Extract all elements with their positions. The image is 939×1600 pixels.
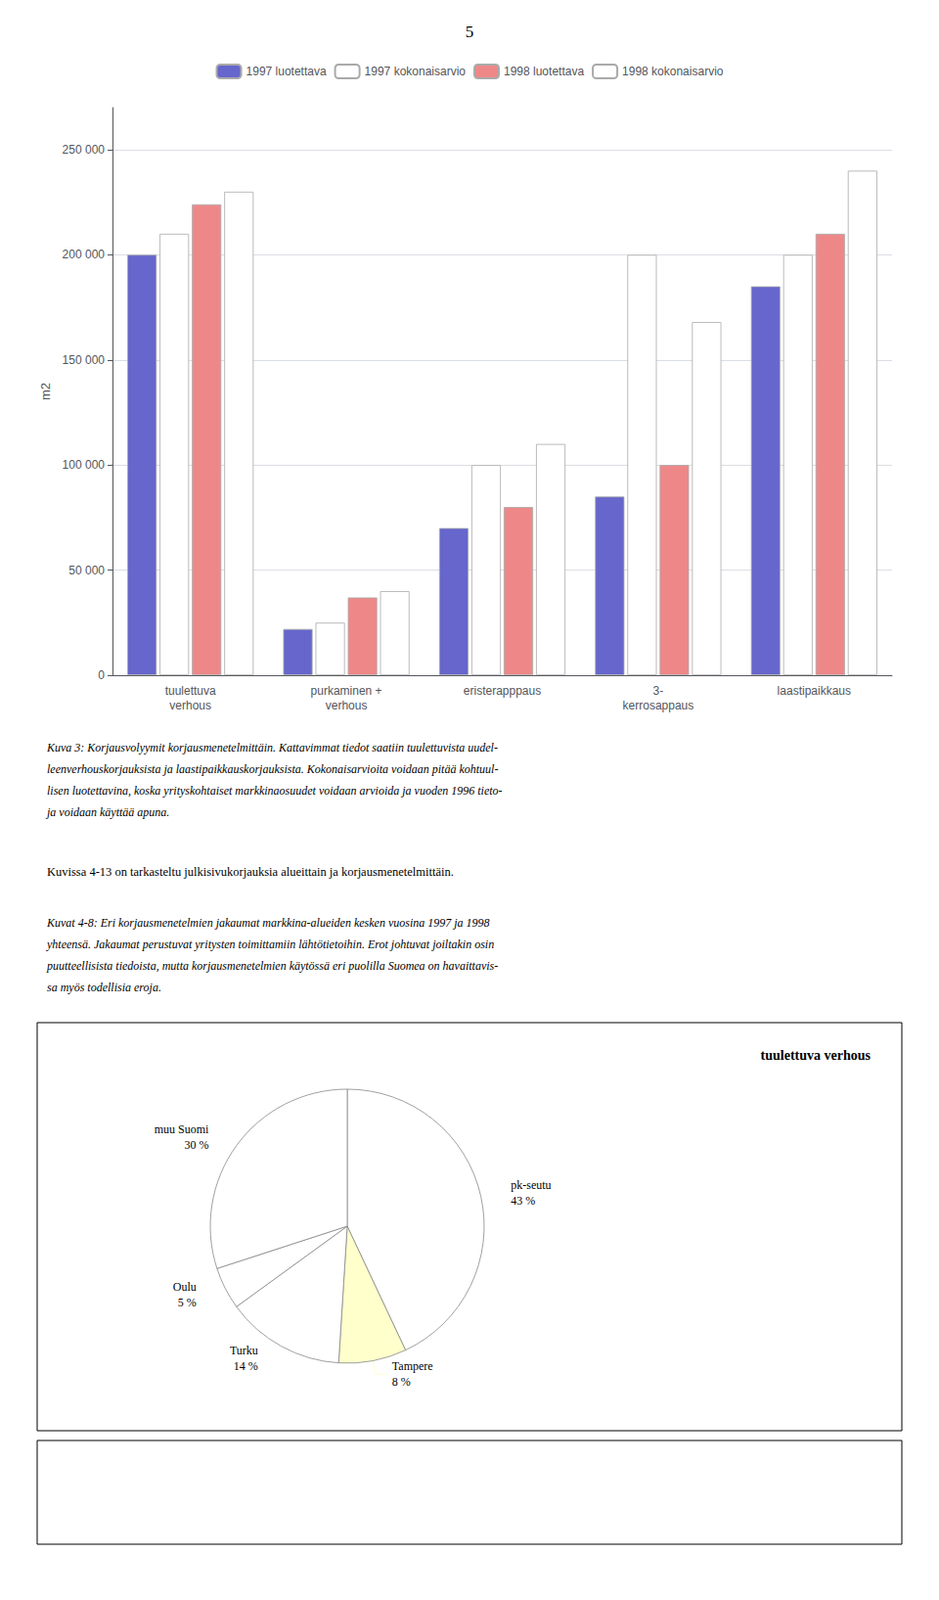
svg-text:1997 kokonaisarvio: 1997 kokonaisarvio — [364, 64, 467, 79]
svg-text:0: 0 — [97, 668, 105, 682]
svg-text:kerrosappaus: kerrosappaus — [623, 698, 695, 713]
svg-text:muu Suomi: muu Suomi — [154, 1121, 210, 1136]
svg-text:1997 luotettava: 1997 luotettava — [246, 64, 327, 79]
svg-text:verhous: verhous — [169, 698, 212, 713]
svg-text:5: 5 — [465, 22, 475, 42]
svg-text:3-: 3- — [653, 683, 665, 698]
svg-text:lisen luotettavina, koska yrit: lisen luotettavina, koska yrityskohtaise… — [46, 783, 503, 798]
svg-text:verhous: verhous — [325, 698, 368, 713]
svg-text:Kuva 3: Korjausvolyymit korjau: Kuva 3: Korjausvolyymit korjausmenetelmi… — [45, 740, 498, 755]
svg-text:tuulettuva: tuulettuva — [165, 683, 217, 698]
svg-text:purkaminen +: purkaminen + — [311, 683, 383, 698]
svg-text:puutteellisista tiedoista, mut: puutteellisista tiedoista, mutta korjaus… — [45, 958, 498, 973]
svg-text:200 000: 200 000 — [62, 247, 106, 262]
svg-text:leenverhouskorjauksista ja laa: leenverhouskorjauksista ja laastipaikkau… — [46, 761, 498, 776]
svg-text:43 %: 43 % — [510, 1193, 536, 1208]
svg-text:yhteensä. Jakaumat perustuvat: yhteensä. Jakaumat perustuvat yritysten … — [45, 937, 494, 951]
svg-text:8 %: 8 % — [392, 1374, 411, 1388]
svg-text:30 %: 30 % — [183, 1137, 209, 1152]
svg-text:sa myös todellisia eroja.: sa myös todellisia eroja. — [46, 980, 162, 994]
svg-text:14 %: 14 % — [233, 1358, 259, 1373]
svg-text:250 000: 250 000 — [62, 142, 106, 157]
svg-text:laastipaikkaus: laastipaikkaus — [777, 683, 851, 698]
svg-text:1998 kokonaisarvio: 1998 kokonaisarvio — [622, 64, 724, 79]
svg-text:Kuvat 4-8: Eri korjausmenetelm: Kuvat 4-8: Eri korjausmenetelmien jakaum… — [45, 915, 491, 930]
svg-text:Kuvissa 4-13 on tarkasteltu ju: Kuvissa 4-13 on tarkasteltu julkisivukor… — [46, 864, 454, 879]
svg-text:100 000: 100 000 — [62, 457, 106, 472]
svg-text:Oulu: Oulu — [173, 1279, 197, 1294]
svg-text:50 000: 50 000 — [68, 563, 105, 578]
svg-text:ja voidaan käyttää apuna.: ja voidaan käyttää apuna. — [44, 804, 170, 819]
svg-text:Tampere: Tampere — [392, 1358, 434, 1373]
svg-text:Turku: Turku — [229, 1342, 259, 1357]
svg-text:m2: m2 — [38, 382, 53, 401]
svg-text:150 000: 150 000 — [62, 353, 106, 367]
svg-text:5 %: 5 % — [178, 1295, 197, 1309]
svg-text:pk-seutu: pk-seutu — [510, 1177, 551, 1192]
svg-text:1998 luotettava: 1998 luotettava — [503, 64, 584, 79]
svg-text:eristerapppaus: eristerapppaus — [463, 683, 541, 698]
svg-text:tuulettuva verhous: tuulettuva verhous — [760, 1047, 872, 1063]
